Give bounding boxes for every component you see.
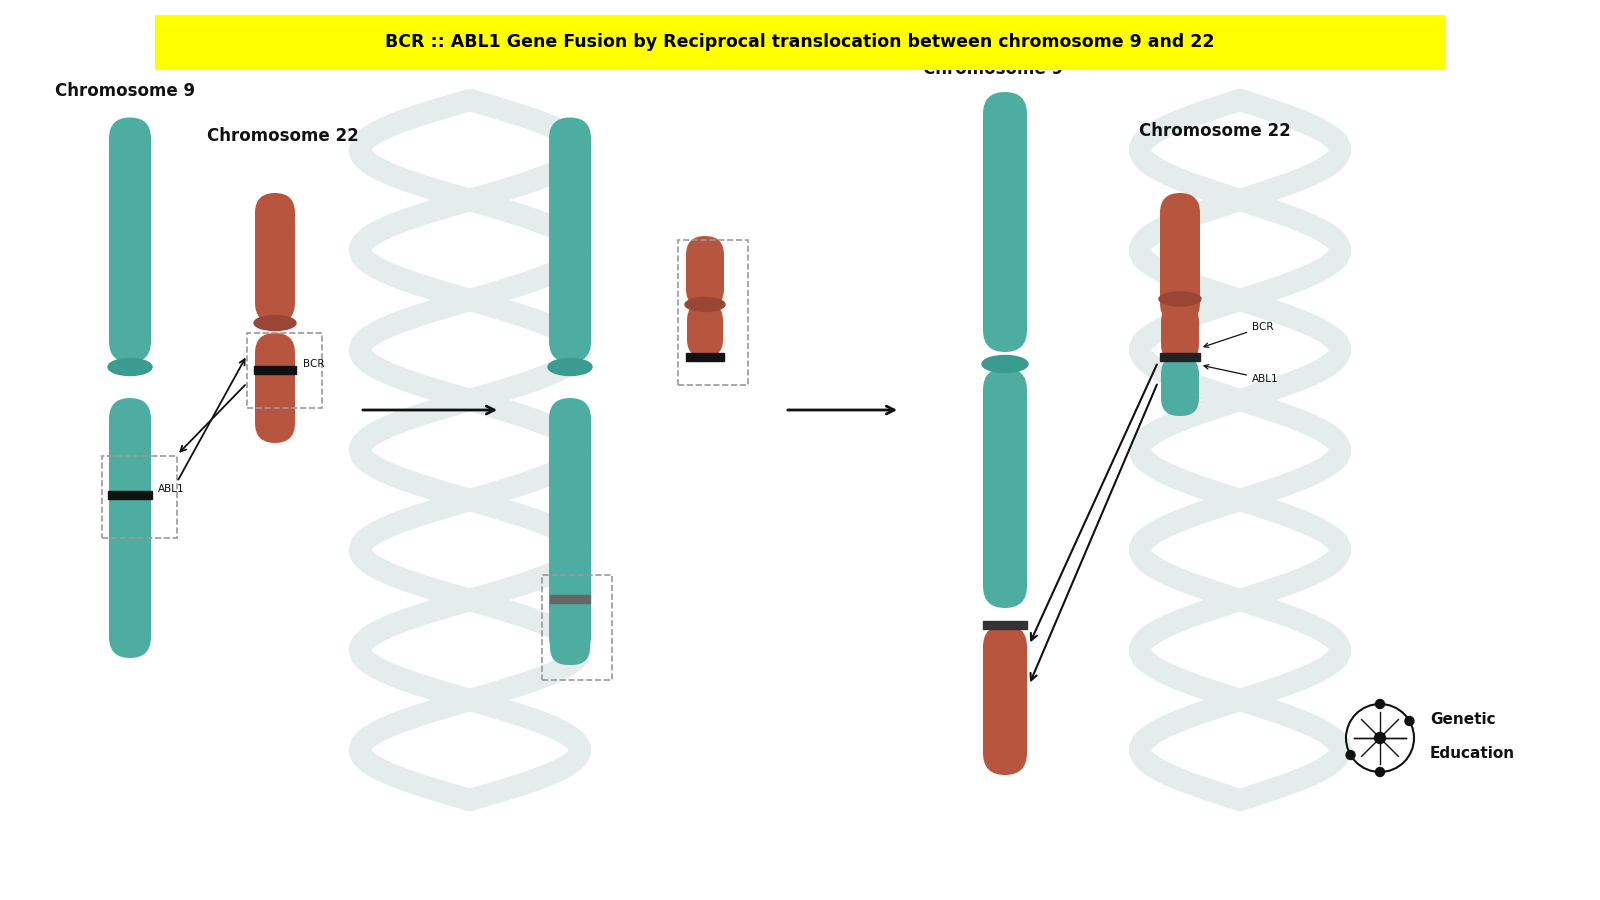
Circle shape — [1374, 733, 1386, 743]
Text: Chromosome 22: Chromosome 22 — [1139, 122, 1291, 140]
FancyBboxPatch shape — [982, 625, 1027, 775]
Text: BCR :: ABL1 Gene Fusion by Reciprocal translocation between chromosome 9 and 22: BCR :: ABL1 Gene Fusion by Reciprocal tr… — [386, 33, 1214, 51]
FancyBboxPatch shape — [550, 599, 590, 665]
FancyBboxPatch shape — [1162, 356, 1198, 416]
Ellipse shape — [109, 358, 152, 375]
Circle shape — [1405, 716, 1414, 725]
FancyBboxPatch shape — [254, 333, 294, 443]
Bar — [1160, 353, 1200, 361]
Ellipse shape — [982, 356, 1027, 373]
Text: ABL1: ABL1 — [158, 484, 184, 494]
Text: ABL1: ABL1 — [1205, 364, 1278, 384]
FancyBboxPatch shape — [549, 118, 590, 363]
Text: Chromosome 9: Chromosome 9 — [923, 60, 1062, 78]
FancyBboxPatch shape — [109, 398, 150, 658]
FancyBboxPatch shape — [254, 193, 294, 323]
Circle shape — [1376, 768, 1384, 777]
Bar — [254, 366, 296, 373]
Bar — [982, 621, 1027, 629]
Text: Education: Education — [1430, 745, 1515, 760]
Bar — [686, 353, 723, 361]
Circle shape — [1346, 751, 1355, 760]
Bar — [109, 491, 152, 499]
FancyBboxPatch shape — [982, 92, 1027, 352]
Ellipse shape — [547, 358, 592, 375]
FancyBboxPatch shape — [549, 398, 590, 658]
FancyBboxPatch shape — [982, 368, 1027, 608]
FancyBboxPatch shape — [155, 15, 1445, 70]
Text: BCR: BCR — [302, 359, 325, 369]
Text: Chromosome 22: Chromosome 22 — [206, 127, 358, 145]
Ellipse shape — [1158, 292, 1202, 306]
Ellipse shape — [685, 298, 725, 311]
FancyBboxPatch shape — [1162, 303, 1198, 363]
Circle shape — [1376, 699, 1384, 708]
FancyBboxPatch shape — [109, 118, 150, 363]
Text: Chromosome 9: Chromosome 9 — [54, 82, 195, 100]
Text: BCR: BCR — [1203, 322, 1274, 347]
FancyBboxPatch shape — [686, 302, 723, 357]
FancyBboxPatch shape — [1160, 193, 1200, 323]
Text: Genetic: Genetic — [1430, 713, 1496, 727]
FancyBboxPatch shape — [686, 236, 723, 308]
Bar — [550, 595, 590, 603]
Ellipse shape — [254, 316, 296, 330]
